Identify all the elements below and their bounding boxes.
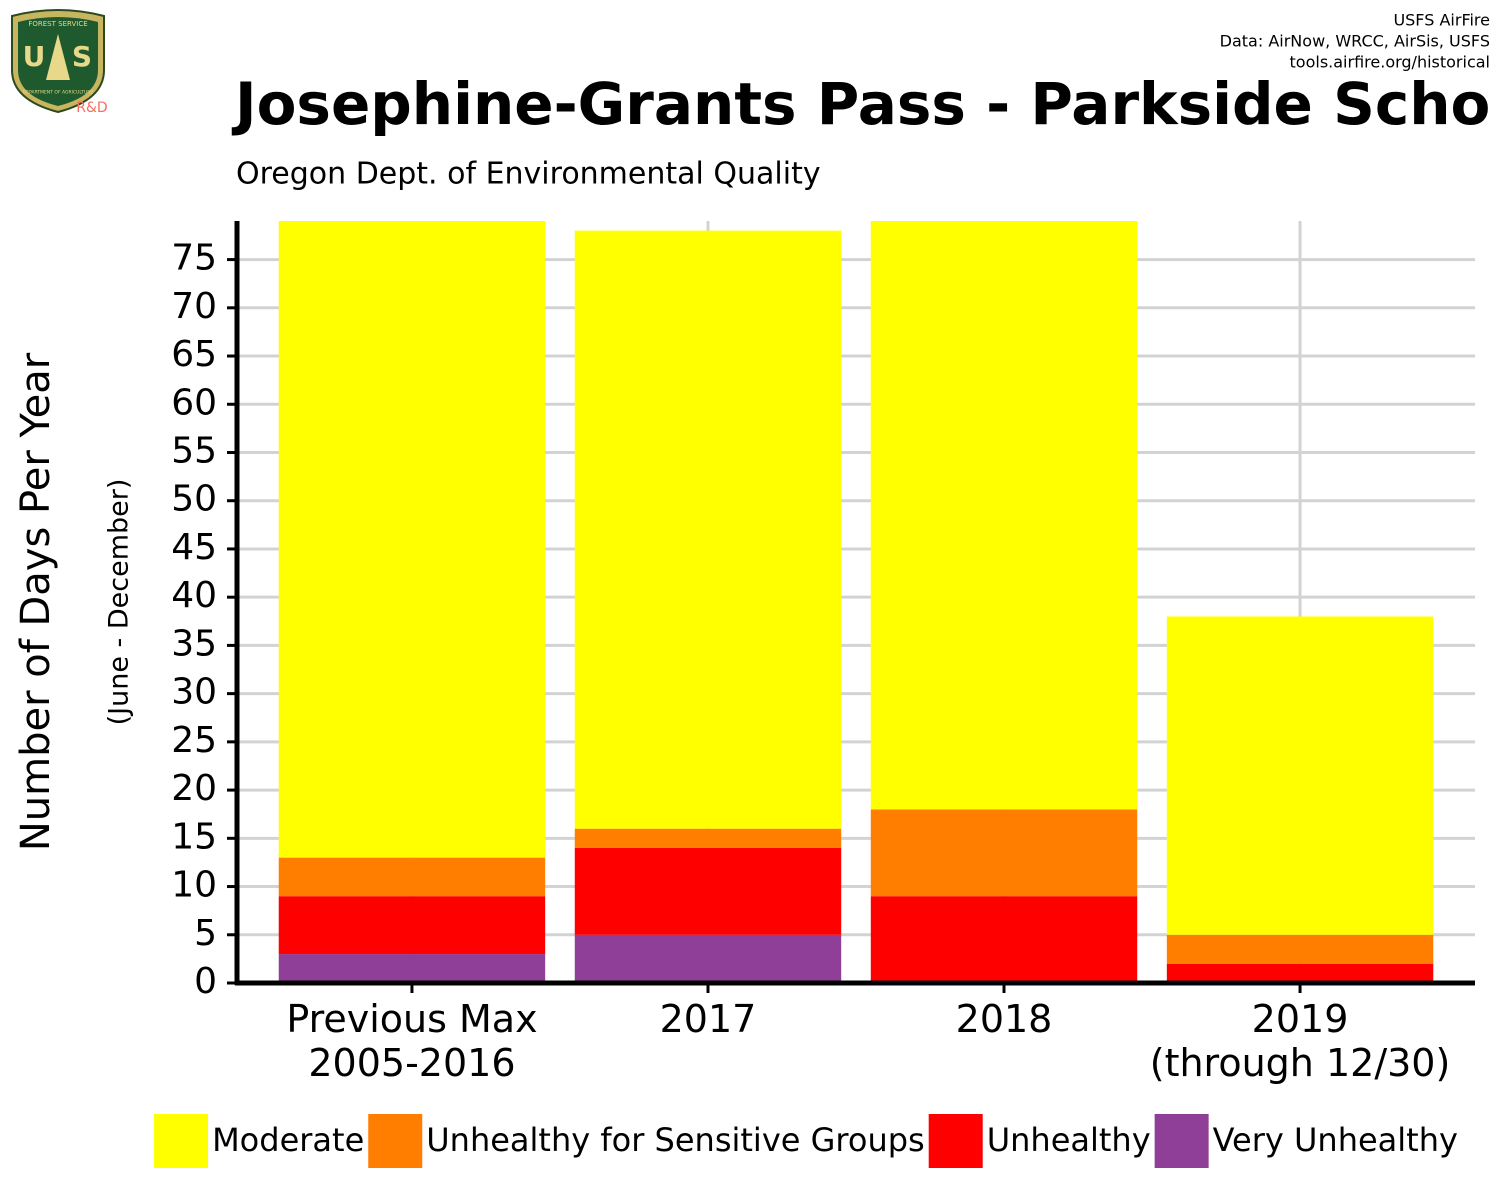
title-group: Josephine-Grants Pass - Parkside Scho <box>231 70 1490 138</box>
source-line: Data: AirNow, WRCC, AirSis, USFS <box>1220 32 1490 51</box>
y-tick-label: 20 <box>171 768 217 809</box>
legend-label: Very Unhealthy <box>1213 1121 1458 1159</box>
logo-bottom: DEPARTMENT OF AGRICULTURE <box>23 90 94 96</box>
logo-top: FOREST SERVICE <box>28 20 87 28</box>
x-tick-label: 2018 <box>956 997 1053 1041</box>
bar-segment <box>870 809 1138 897</box>
y-tick-label: 60 <box>171 382 217 423</box>
y-tick-label: 30 <box>171 672 217 713</box>
y-tick-label: 10 <box>171 865 217 906</box>
legend-swatch <box>928 1114 983 1168</box>
bar-segment <box>278 954 546 983</box>
y-tick-label: 35 <box>171 623 217 664</box>
bar-segment <box>574 230 842 829</box>
logo-badge: R&D <box>76 100 107 116</box>
y-axis-sublabel: (June - December) <box>104 479 135 726</box>
bar-segment <box>574 847 842 935</box>
y-tick-label: 75 <box>171 238 217 279</box>
bar-segment <box>870 896 1138 983</box>
legend-swatch <box>368 1114 423 1168</box>
x-tick-label: 2019 (through 12/30) <box>1150 997 1451 1085</box>
bar-segment <box>574 828 842 848</box>
source-line: USFS AirFire <box>1393 11 1490 30</box>
axes: 0 5 10 15 20 25 30 35 40 45 50 55 60 65 70 75 Previous M… <box>171 221 1475 1085</box>
y-tick-label: 45 <box>171 527 217 568</box>
legend-label: Moderate <box>212 1121 364 1159</box>
y-tick-label: 5 <box>194 913 217 954</box>
logo: FOREST SERVICE U S DEPARTMENT OF AGRICUL… <box>11 9 108 116</box>
bars <box>278 221 1434 983</box>
logo-right: S <box>72 40 92 73</box>
bar-segment <box>278 896 546 955</box>
bar-segment <box>870 221 1138 810</box>
bar-segment <box>278 857 546 897</box>
legend-swatch <box>1154 1114 1209 1168</box>
source-line: tools.airfire.org/historical <box>1290 53 1490 72</box>
bar-segment <box>1166 616 1434 935</box>
y-axis-label: Number of Days Per Year <box>13 352 59 851</box>
x-tick-label: Previous Max 2005-2016 <box>286 997 537 1085</box>
legend-label: Unhealthy for Sensitive Groups <box>426 1121 924 1159</box>
legend: Moderate Unhealthy for Sensitive Groups Un… <box>154 1114 1458 1168</box>
y-tick-label: 65 <box>171 334 217 375</box>
y-tick-label: 50 <box>171 479 217 520</box>
y-tick-label: 0 <box>194 961 217 1002</box>
chart-subtitle: Oregon Dept. of Environmental Quality <box>236 157 821 192</box>
bar-segment <box>1166 963 1434 983</box>
legend-swatch <box>154 1114 209 1168</box>
bar-segment <box>1166 934 1434 964</box>
chart-title: Josephine-Grants Pass - Parkside Scho <box>231 70 1490 138</box>
logo-left: U <box>23 40 46 73</box>
y-tick-label: 40 <box>171 575 217 616</box>
y-tick-label: 15 <box>171 816 217 857</box>
x-tick-label: 2017 <box>660 997 757 1041</box>
y-tick-label: 55 <box>171 430 217 471</box>
bar-segment <box>574 934 842 983</box>
bar-segment <box>278 221 546 858</box>
y-tick-label: 25 <box>171 720 217 761</box>
y-tick-label: 70 <box>171 286 217 327</box>
logo-tree <box>46 34 70 80</box>
legend-label: Unhealthy <box>987 1121 1151 1159</box>
